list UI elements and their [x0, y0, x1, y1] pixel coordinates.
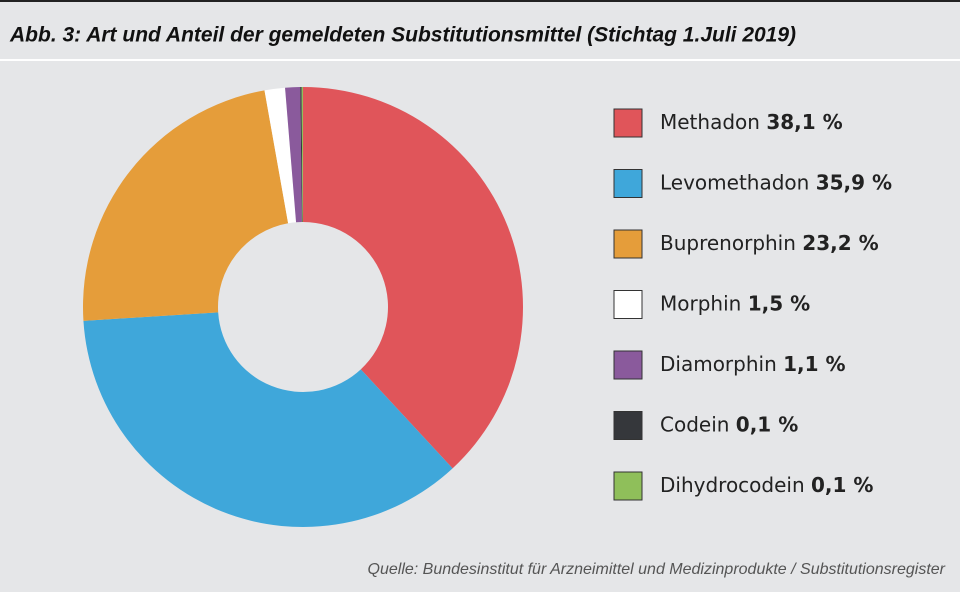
legend-entry: Methadon 38,1 % [660, 110, 843, 134]
pie-slice [303, 87, 523, 469]
pie-slice [301, 87, 303, 223]
pie-slice [83, 312, 453, 527]
legend-swatch [613, 108, 643, 138]
legend-name: Morphin [660, 291, 741, 315]
legend-swatch [613, 290, 643, 319]
legend-swatch [613, 471, 643, 501]
legend-name: Buprenorphin [660, 231, 796, 255]
legend-entry: Codein 0,1 % [660, 412, 798, 436]
legend-name: Dihydrocodein [660, 473, 805, 497]
legend-name: Methadon [660, 110, 760, 134]
legend-entry: Levomethadon 35,9 % [660, 170, 892, 194]
legend-entry: Buprenorphin 23,2 % [660, 231, 879, 255]
source-note: Quelle: Bundesinstitut für Arzneimittel … [368, 561, 946, 578]
legend-value: 1,1 % [783, 352, 845, 376]
pie-slice [300, 87, 303, 223]
legend-swatch [613, 350, 643, 380]
legend-name: Diamorphin [660, 352, 777, 376]
pie-slice [285, 87, 302, 223]
legend-value: 1,5 % [748, 291, 810, 315]
legend-swatch [613, 169, 643, 198]
legend-entry: Dihydrocodein 0,1 % [660, 473, 873, 497]
legend-value: 0,1 % [736, 412, 798, 436]
chart-title: Abb. 3: Art und Anteil der gemeldeten Su… [9, 24, 796, 47]
legend-entry: Diamorphin 1,1 % [660, 352, 846, 376]
legend-value: 35,9 % [816, 170, 892, 194]
legend-value: 0,1 % [811, 473, 873, 497]
pie-slice [83, 90, 289, 321]
legend-name: Codein [660, 412, 729, 436]
legend-swatch [613, 229, 643, 259]
legend-value: 23,2 % [802, 231, 878, 255]
legend-swatch [613, 411, 643, 440]
legend-entry: Morphin 1,5 % [660, 291, 810, 315]
legend-value: 38,1 % [766, 110, 842, 134]
pie-slice [264, 87, 297, 224]
legend-name: Levomethadon [660, 170, 809, 194]
